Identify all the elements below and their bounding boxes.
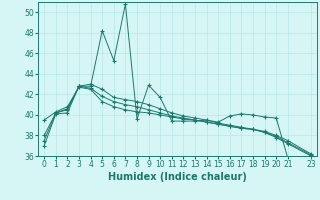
X-axis label: Humidex (Indice chaleur): Humidex (Indice chaleur) [108, 172, 247, 182]
